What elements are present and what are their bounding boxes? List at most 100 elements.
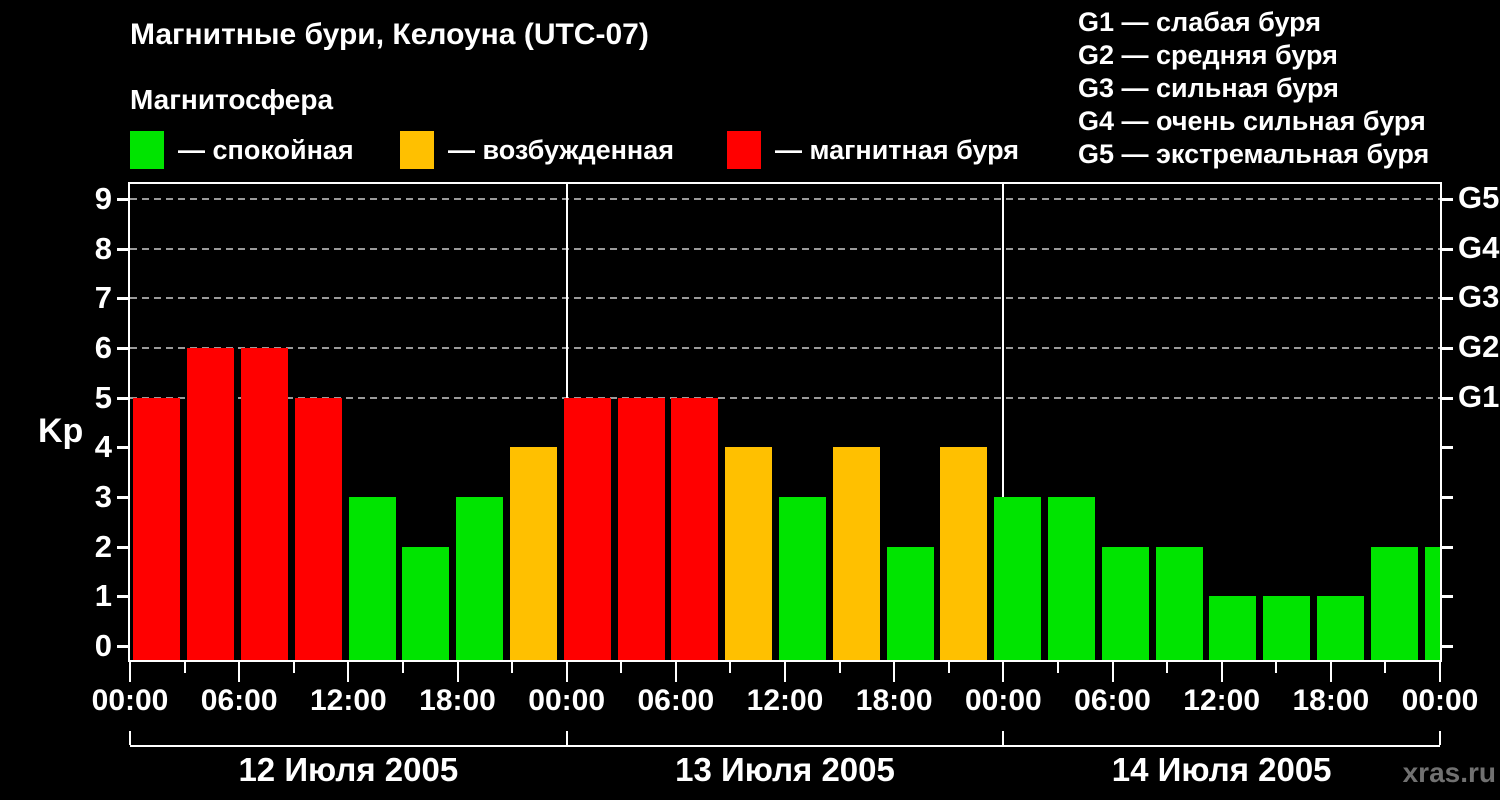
y-axis-tick-label: 9 xyxy=(94,181,112,216)
kp-bar xyxy=(402,546,450,660)
kp-bar xyxy=(240,348,288,660)
legend-label-active: — возбужденная xyxy=(448,134,674,165)
x-axis-tick xyxy=(1329,662,1332,682)
y-axis-tick-left xyxy=(117,396,128,400)
kp-bar xyxy=(725,447,773,660)
y-axis-tick-label: 7 xyxy=(94,280,112,316)
y-axis-tick-right xyxy=(1442,297,1453,301)
x-axis-tick xyxy=(511,662,514,673)
kp-bar xyxy=(348,497,396,660)
kp-bar xyxy=(886,546,934,660)
y-axis-tick-left xyxy=(117,347,128,350)
kp-bar xyxy=(1316,596,1364,660)
x-axis-tick xyxy=(1111,662,1114,682)
y-axis-tick-right xyxy=(1442,496,1453,499)
y-axis-tick-label: 0 xyxy=(94,628,112,663)
gridline-kp7 xyxy=(130,297,1440,300)
gridline-kp5 xyxy=(130,396,1440,399)
kp-bar xyxy=(1424,546,1440,660)
legend-label-quiet: — спокойная xyxy=(178,134,354,165)
x-axis-tick xyxy=(1275,662,1278,673)
x-axis-time-label: 18:00 xyxy=(419,684,496,717)
active-color-swatch xyxy=(400,131,434,169)
y-axis-tick-right xyxy=(1442,545,1453,549)
y-axis-tick-left xyxy=(117,545,128,549)
kp-bar xyxy=(671,397,719,660)
x-axis-tick xyxy=(784,662,786,682)
date-bracket-tick xyxy=(565,731,568,745)
g-axis-label: G1 xyxy=(1458,378,1500,414)
y-axis-tick-label: 8 xyxy=(94,230,112,266)
legend-item-active: — возбужденная xyxy=(400,130,674,170)
x-axis-time-label: 00:00 xyxy=(964,684,1042,717)
x-axis-time-label: 18:00 xyxy=(855,684,933,717)
page-title: Магнитные бури, Келоуна (UTC-07) xyxy=(130,18,649,51)
x-axis-tick xyxy=(729,662,732,673)
date-label: 13 Июля 2005 xyxy=(675,751,895,788)
kp-bar xyxy=(617,397,665,660)
x-axis-time-label: 00:00 xyxy=(1401,684,1479,717)
legend-item-storm: — магнитная буря xyxy=(727,130,1019,170)
kp-bar xyxy=(1370,546,1418,660)
x-axis-time-label: 00:00 xyxy=(91,684,169,717)
kp-bar xyxy=(1209,596,1257,660)
g-axis-label: G2 xyxy=(1458,329,1500,364)
x-axis-time-label: 06:00 xyxy=(1074,684,1151,717)
x-axis-tick xyxy=(129,662,131,682)
x-axis-time-label: 06:00 xyxy=(200,684,278,717)
kp-bar xyxy=(940,447,988,660)
date-label: 12 Июля 2005 xyxy=(238,751,459,788)
date-bracket-tick xyxy=(1002,731,1005,745)
y-axis-tick-left xyxy=(117,496,128,499)
x-axis-tick xyxy=(1002,662,1005,682)
y-axis-tick-left xyxy=(117,645,128,648)
legend-label-storm: — магнитная буря xyxy=(775,134,1019,165)
x-axis-tick xyxy=(674,662,677,682)
gridline-kp6 xyxy=(130,347,1440,349)
x-axis-tick xyxy=(347,662,350,682)
kp-bar xyxy=(1101,546,1149,660)
kp-bar xyxy=(133,397,181,660)
x-axis-time-label: 06:00 xyxy=(637,684,715,717)
g-axis-label: G4 xyxy=(1458,229,1500,265)
date-bracket-line xyxy=(130,745,1440,747)
kp-bar xyxy=(509,447,557,660)
x-axis-time-label: 12:00 xyxy=(309,684,387,717)
y-axis-title: Kp xyxy=(38,412,84,450)
y-axis-tick-right xyxy=(1442,198,1453,201)
g-scale-legend-line: G4 — очень сильная буря xyxy=(1078,106,1426,136)
x-axis-tick xyxy=(1056,662,1059,673)
g-scale-legend-line: G1 — слабая буря xyxy=(1078,7,1322,37)
g-scale-legend-line: G5 — экстремальная буря xyxy=(1078,139,1430,169)
storm-color-swatch xyxy=(727,131,761,169)
x-axis-tick xyxy=(401,662,404,673)
y-axis-tick-right xyxy=(1442,347,1453,350)
page-subtitle: Магнитосфера xyxy=(130,84,334,115)
y-axis-tick-label: 1 xyxy=(94,578,112,614)
date-bracket-tick xyxy=(1439,731,1441,745)
date-label: 14 Июля 2005 xyxy=(1111,751,1332,788)
y-axis-tick-left xyxy=(117,446,128,450)
y-axis-tick-right xyxy=(1442,446,1453,450)
x-axis-tick xyxy=(620,662,623,673)
g-axis-label: G5 xyxy=(1458,180,1500,215)
kp-bar xyxy=(294,397,342,660)
x-axis-tick xyxy=(1384,662,1387,673)
legend-item-quiet: — спокойная xyxy=(130,130,354,170)
y-axis-tick-label: 3 xyxy=(94,479,112,514)
x-axis-tick xyxy=(456,662,459,682)
kp-bar xyxy=(832,447,880,660)
x-axis-tick xyxy=(238,662,241,682)
kp-bar xyxy=(456,497,504,660)
x-axis-time-label: 12:00 xyxy=(1183,684,1261,717)
y-axis-tick-label: 4 xyxy=(94,429,112,465)
g-axis-label: G3 xyxy=(1458,279,1500,315)
g-scale-legend-line: G3 — сильная буря xyxy=(1078,73,1339,103)
g-scale-legend-line: G2 — средняя буря xyxy=(1078,40,1338,70)
g-scale-legend: G1 — слабая буря G2 — средняя буря G3 — … xyxy=(1078,6,1429,171)
x-axis-tick xyxy=(947,662,950,673)
y-axis-tick-right xyxy=(1442,595,1453,599)
watermark-link[interactable]: xras.ru xyxy=(1402,757,1496,788)
plot-area xyxy=(128,182,1442,662)
y-axis-tick-left xyxy=(117,595,128,599)
